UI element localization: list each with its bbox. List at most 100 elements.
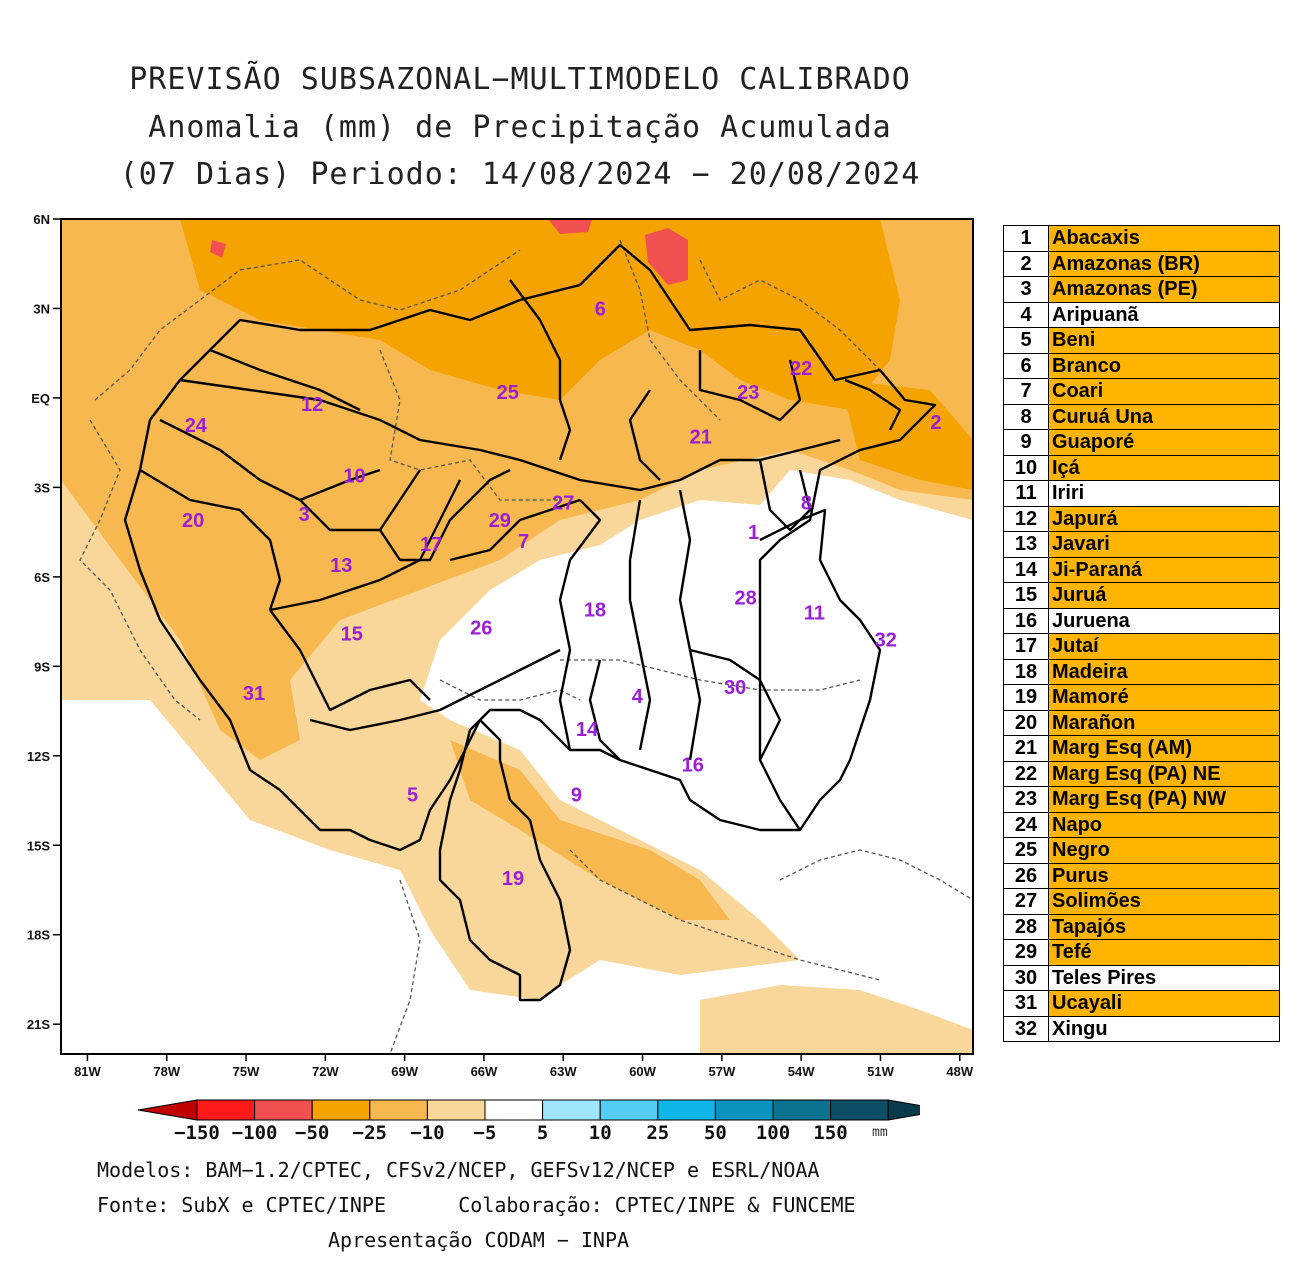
country-border bbox=[94, 249, 521, 401]
colorbar-bin bbox=[657, 1099, 716, 1121]
lon-tick-label: 57W bbox=[709, 1064, 736, 1079]
legend-basin-name: Branco bbox=[1048, 352, 1280, 379]
colorbar-bin bbox=[714, 1099, 774, 1121]
legend-basin-number: 31 bbox=[1003, 990, 1049, 1017]
basin-number-label: 3 bbox=[299, 504, 310, 526]
basin-boundary bbox=[309, 648, 561, 732]
colorbar-arrow-left bbox=[137, 1099, 198, 1121]
legend-basin-number: 18 bbox=[1003, 658, 1049, 685]
basin-number-label: 31 bbox=[243, 683, 265, 705]
footer-models: Modelos: BAM−1.2/CPTEC, CFSv2/NCEP, GEFS… bbox=[97, 1158, 820, 1182]
legend-row: 4 Aripuanã bbox=[1003, 301, 1280, 328]
legend-basin-name: Mamoré bbox=[1048, 684, 1280, 711]
basin-boundary bbox=[179, 378, 841, 492]
legend-basin-number: 4 bbox=[1003, 301, 1049, 328]
colorbar-tick-label: 25 bbox=[646, 1122, 669, 1144]
basin-boundary bbox=[509, 279, 562, 400]
legend-basin-name: Marañon bbox=[1048, 709, 1280, 736]
lat-tick-label: 18S bbox=[27, 928, 50, 943]
legend-row: 31 Ucayali bbox=[1003, 990, 1280, 1017]
legend-basin-name: Tefé bbox=[1048, 939, 1280, 966]
basin-number-label: 14 bbox=[576, 719, 599, 741]
legend-row: 14 Ji-Paraná bbox=[1003, 556, 1280, 583]
basin-legend: 1 Abacaxis 2 Amazonas (BR) 3 Amazonas (PE) 4 Ar… bbox=[1003, 225, 1280, 1042]
basin-boundary bbox=[139, 468, 282, 611]
legend-basin-number: 19 bbox=[1003, 684, 1049, 711]
legend-row: 13 Javari bbox=[1003, 531, 1280, 558]
lon-tick-label: 51W bbox=[867, 1064, 894, 1079]
basin-number-label: 20 bbox=[182, 510, 204, 532]
legend-row: 25 Negro bbox=[1003, 837, 1280, 864]
basin-boundary bbox=[449, 498, 581, 562]
legend-row: 3 Amazonas (PE) bbox=[1003, 276, 1280, 303]
basin-boundary bbox=[628, 499, 652, 751]
legend-row: 26 Purus bbox=[1003, 862, 1280, 889]
legend-basin-number: 13 bbox=[1003, 531, 1049, 558]
legend-row: 24 Napo bbox=[1003, 811, 1280, 838]
country-border bbox=[699, 259, 881, 371]
legend-basin-name: Amazonas (BR) bbox=[1048, 250, 1280, 277]
basin-boundary bbox=[379, 468, 511, 562]
colorbar-tick-label: 10 bbox=[589, 1122, 612, 1144]
colorbar-tick-label: 5 bbox=[537, 1122, 548, 1144]
basin-boundary bbox=[269, 609, 431, 712]
legend-row: 21 Marg Esq (AM) bbox=[1003, 735, 1280, 762]
basin-number-label: 15 bbox=[341, 624, 363, 646]
basin-number-label: 12 bbox=[301, 394, 323, 416]
basin-number-label: 28 bbox=[735, 588, 757, 610]
legend-basin-number: 23 bbox=[1003, 786, 1049, 813]
legend-basin-name: Tapajós bbox=[1048, 913, 1280, 940]
colorbar-tick-label: −25 bbox=[353, 1122, 387, 1144]
legend-basin-name: Napo bbox=[1048, 811, 1280, 838]
lon-tick-label: 48W bbox=[946, 1064, 973, 1079]
lat-tick-label: 6S bbox=[34, 570, 50, 585]
legend-basin-number: 20 bbox=[1003, 709, 1049, 736]
colorbar-tick-label: 150 bbox=[813, 1122, 847, 1144]
legend-basin-name: Içá bbox=[1048, 454, 1280, 481]
legend-basin-number: 12 bbox=[1003, 505, 1049, 532]
basin-boundary bbox=[588, 659, 621, 761]
precipitation-anomaly-map: 1234567891011121314151617181920212223242… bbox=[27, 212, 974, 1079]
basin-number-label: 24 bbox=[185, 415, 208, 437]
legend-basin-name: Solimões bbox=[1048, 888, 1280, 915]
basin-number-label: 7 bbox=[518, 531, 529, 553]
lon-tick-label: 66W bbox=[471, 1064, 498, 1079]
legend-row: 30 Teles Pires bbox=[1003, 964, 1280, 991]
lat-tick-label: 12S bbox=[27, 749, 50, 764]
legend-basin-number: 10 bbox=[1003, 454, 1049, 481]
basin-number-label: 8 bbox=[801, 492, 812, 514]
lon-tick-label: 78W bbox=[153, 1064, 180, 1079]
colorbar-bin bbox=[426, 1099, 486, 1121]
legend-basin-name: Aripuanã bbox=[1048, 301, 1280, 328]
legend-row: 6 Branco bbox=[1003, 352, 1280, 379]
legend-basin-number: 6 bbox=[1003, 352, 1049, 379]
lat-tick-label: 9S bbox=[34, 659, 50, 674]
colorbar-unit: mm bbox=[872, 1125, 888, 1140]
lat-tick-label: 15S bbox=[27, 838, 50, 853]
legend-basin-number: 1 bbox=[1003, 225, 1049, 252]
legend-basin-name: Teles Pires bbox=[1048, 964, 1280, 991]
legend-basin-name: Negro bbox=[1048, 837, 1280, 864]
anomaly-field-moderate-south bbox=[450, 740, 730, 920]
legend-basin-name: Juruena bbox=[1048, 607, 1280, 634]
basin-number-label: 18 bbox=[584, 600, 606, 622]
lon-tick-label: 63W bbox=[550, 1064, 577, 1079]
basin-number-label: 22 bbox=[790, 358, 812, 380]
lon-tick-label: 81W bbox=[74, 1064, 101, 1079]
legend-basin-name: Marg Esq (AM) bbox=[1048, 735, 1280, 762]
lat-tick-label: EQ bbox=[31, 391, 50, 406]
basin-boundary bbox=[209, 348, 361, 412]
legend-row: 17 Jutaí bbox=[1003, 633, 1280, 660]
basin-number-label: 1 bbox=[748, 522, 759, 544]
legend-basin-name: Jutaí bbox=[1048, 633, 1280, 660]
legend-basin-name: Guaporé bbox=[1048, 429, 1280, 456]
legend-basin-name: Ji-Paraná bbox=[1048, 556, 1280, 583]
lon-tick-label: 72W bbox=[312, 1064, 339, 1079]
legend-basin-number: 26 bbox=[1003, 862, 1049, 889]
lon-tick-label: 69W bbox=[391, 1064, 418, 1079]
legend-basin-name: Amazonas (PE) bbox=[1048, 276, 1280, 303]
legend-basin-number: 5 bbox=[1003, 327, 1049, 354]
legend-basin-number: 27 bbox=[1003, 888, 1049, 915]
basin-boundary bbox=[758, 459, 812, 532]
legend-basin-name: Ucayali bbox=[1048, 990, 1280, 1017]
